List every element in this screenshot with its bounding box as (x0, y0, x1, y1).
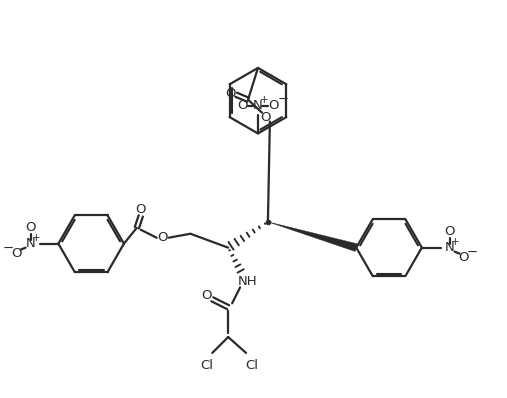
Text: O: O (25, 221, 36, 234)
Text: O: O (157, 231, 168, 244)
Polygon shape (268, 222, 357, 252)
Text: O: O (225, 87, 235, 100)
Text: O: O (135, 203, 146, 217)
Text: −: − (467, 246, 478, 259)
Text: −: − (277, 93, 288, 106)
Text: N: N (26, 237, 35, 250)
Text: NH: NH (238, 275, 258, 288)
Text: N: N (445, 241, 454, 254)
Text: O: O (269, 99, 279, 112)
Text: +: + (260, 95, 268, 105)
Text: O: O (12, 247, 22, 260)
Text: −: − (2, 242, 13, 255)
Text: O: O (458, 251, 469, 264)
Text: N: N (253, 99, 263, 112)
Text: +: + (451, 237, 460, 247)
Text: Cl: Cl (245, 359, 259, 372)
Text: Cl: Cl (200, 359, 213, 372)
Text: O: O (201, 289, 211, 302)
Text: +: + (32, 233, 41, 243)
Text: O: O (261, 111, 271, 124)
Text: O: O (444, 225, 455, 238)
Text: O: O (237, 99, 247, 112)
